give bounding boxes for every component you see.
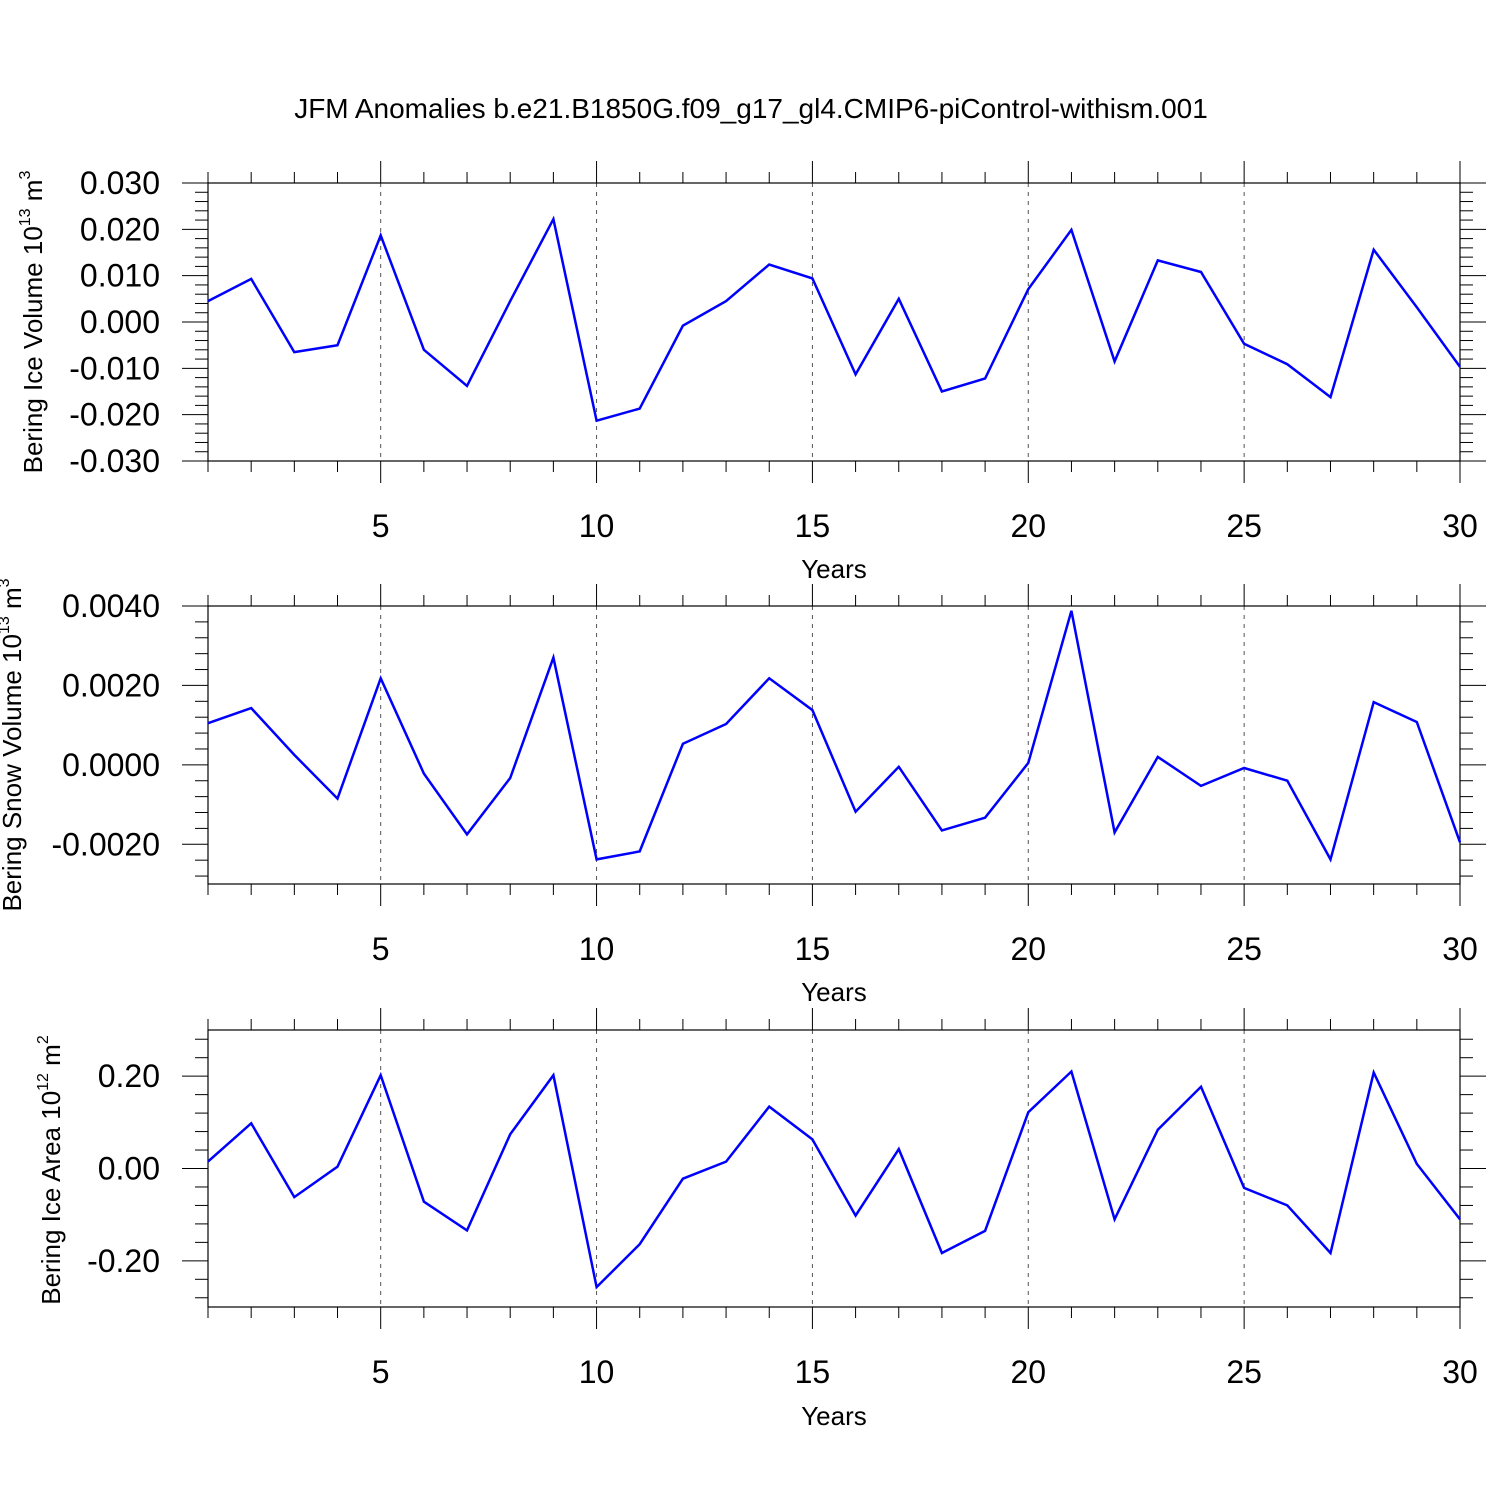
y-tick-label: 0.0000	[62, 747, 160, 783]
y-tick-label: -0.20	[87, 1243, 160, 1279]
y-axis-label: Bering Snow Volume 1013 m3	[0, 578, 27, 911]
y-tick-label: 0.010	[80, 258, 160, 294]
chart-title: JFM Anomalies b.e21.B1850G.f09_g17_gl4.C…	[294, 93, 1208, 124]
y-tick-label: 0.000	[80, 304, 160, 340]
x-tick-label: 20	[1010, 508, 1046, 544]
x-tick-label: 10	[579, 1354, 615, 1390]
x-axis-label: Years	[801, 977, 867, 1007]
x-tick-label: 5	[372, 508, 390, 544]
plot-frame	[207, 182, 1461, 462]
y-tick-label: -0.030	[69, 443, 160, 479]
x-tick-label: 15	[795, 931, 831, 967]
y-tick-label: 0.00	[98, 1151, 160, 1187]
y-tick-label: 0.20	[98, 1058, 160, 1094]
x-tick-label: 5	[372, 931, 390, 967]
x-tick-label: 25	[1226, 1354, 1262, 1390]
panel-3: -0.20 0.00 0.20 5 10 15 20 25 30 Years Bering Ice …	[35, 1008, 1486, 1431]
y-tick-label: 0.0040	[62, 588, 160, 624]
plot-frame	[207, 1029, 1461, 1308]
x-tick-label: 10	[579, 931, 615, 967]
x-tick-label: 5	[372, 1354, 390, 1390]
y-axis-label: Bering Ice Area 1012 m2	[35, 1035, 66, 1305]
y-tick-label: 0.0020	[62, 667, 160, 703]
y-axis-label: Bering Ice Volume 1013 m3	[17, 171, 48, 474]
x-tick-label: 25	[1226, 508, 1262, 544]
x-tick-label: 30	[1442, 1354, 1478, 1390]
x-tick-label: 20	[1010, 1354, 1046, 1390]
x-axis-label: Years	[801, 1401, 867, 1431]
series-line	[207, 1068, 1461, 1290]
x-tick-label: 30	[1442, 508, 1478, 544]
x-tick-label: 20	[1010, 931, 1046, 967]
x-tick-label: 10	[579, 508, 615, 544]
x-tick-label: 25	[1226, 931, 1262, 967]
y-tick-label: 0.020	[80, 211, 160, 247]
x-axis-label: Years	[801, 554, 867, 584]
x-tick-label: 15	[795, 508, 831, 544]
y-tick-label: -0.0020	[51, 826, 160, 862]
y-tick-label: -0.020	[69, 397, 160, 433]
panel-2: -0.0020 0.0000 0.0020 0.0040 5 10 15 20 25 30 Year…	[0, 578, 1486, 1007]
x-tick-label: 30	[1442, 931, 1478, 967]
y-tick-label: 0.030	[80, 165, 160, 201]
series-line	[207, 610, 1462, 863]
x-tick-label: 15	[795, 1354, 831, 1390]
y-tick-label: -0.010	[69, 350, 160, 386]
series-line	[207, 215, 1462, 423]
panel-1: -0.030 -0.020 -0.010 0.000 0.010 0.020 0.030 5 1…	[17, 161, 1486, 584]
plot-frame	[207, 605, 1461, 885]
